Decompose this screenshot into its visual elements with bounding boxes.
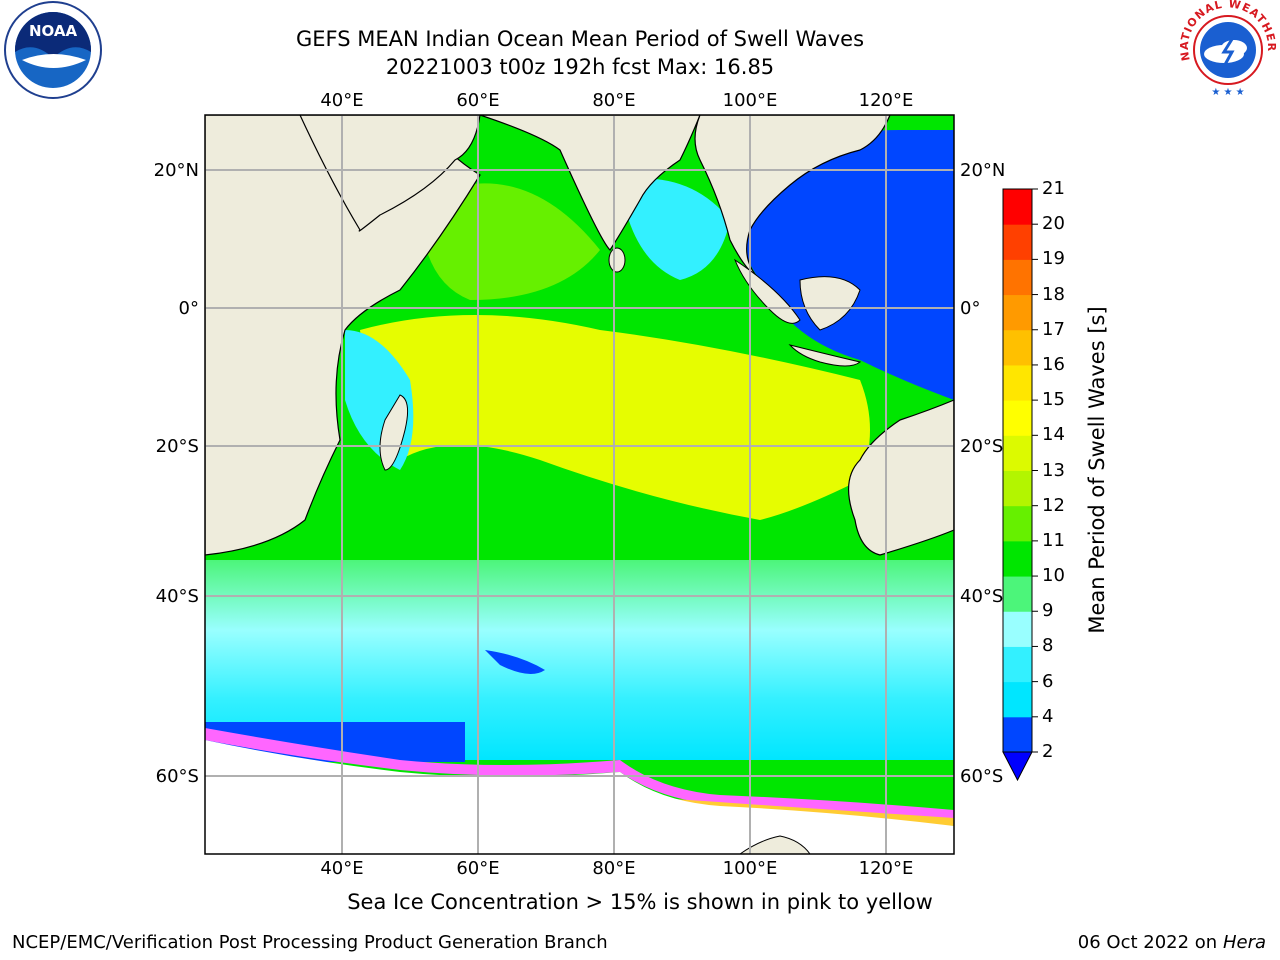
antarctica (205, 740, 954, 854)
colorbar-tick-label: 21 (1042, 178, 1065, 199)
colorbar-segment (1003, 505, 1032, 542)
sea-ice-edge (205, 728, 954, 820)
nws-logo: NATIONAL WEATHER SERVICE ★ ★ ★ (1178, 0, 1277, 98)
colorbar-tick-label: 15 (1042, 389, 1065, 411)
colorbar-segment (1003, 576, 1032, 612)
map-frame (204, 114, 955, 855)
left-latitude-label: 20°S (155, 435, 199, 457)
date-text: 06 Oct 2022 on (1077, 932, 1223, 953)
arabia (299, 115, 481, 232)
colorbar-tick-label: 18 (1042, 283, 1065, 305)
right-latitude-label: 20°S (960, 435, 1004, 457)
colorbar-tick-label: 2 (1042, 741, 1054, 762)
india (479, 115, 701, 251)
australia (847, 399, 954, 556)
colorbar-segment (1003, 224, 1032, 260)
colorbar-tick-label: 9 (1042, 600, 1054, 622)
colorbar-segment (1003, 259, 1032, 296)
right-latitude-label: 40°S (960, 585, 1004, 607)
right-latitude-label: 0° (960, 297, 981, 319)
colorbar-tick-label: 19 (1042, 248, 1065, 270)
green-north-ocean (420, 183, 600, 300)
colorbar-tick-label: 6 (1042, 670, 1054, 692)
colorbar-tick-label: 11 (1042, 529, 1065, 551)
colorbar-segment (1003, 329, 1032, 366)
noaa-logo: NOAA (4, 1, 102, 99)
top-longitude-label: 60°E (456, 89, 500, 111)
madagascar (379, 394, 409, 471)
colorbar-tick-label: 20 (1042, 213, 1065, 235)
left-latitude-label: 0° (178, 297, 199, 319)
map-title: GEFS MEAN Indian Ocean Mean Period of Sw… (295, 27, 865, 51)
sri-lanka (608, 247, 626, 273)
colorbar-tick-label: 12 (1042, 494, 1065, 516)
colorbar-tick-label: 14 (1042, 424, 1065, 446)
svg-text:NOAA: NOAA (29, 22, 78, 40)
bottom-longitude-label: 120°E (858, 857, 914, 879)
producer-credit: NCEP/EMC/Verification Post Processing Pr… (12, 932, 608, 953)
colorbar-segment (1003, 681, 1032, 718)
machine-name: Hera (1222, 932, 1266, 953)
antarctic-coast (739, 835, 811, 854)
left-latitude-label: 60°S (155, 765, 199, 787)
south-china-sea (737, 130, 954, 400)
colorbar-segment (1003, 400, 1032, 436)
colorbar-segment (1003, 540, 1032, 577)
colorbar-segment (1003, 716, 1032, 753)
left-latitude-label: 20°N (153, 159, 199, 181)
colorbar-segment (1003, 611, 1032, 647)
colorbar (1002, 188, 1038, 782)
kerguelen-region (485, 650, 545, 674)
generation-date: 06 Oct 2022 on Hera (1078, 932, 1266, 953)
colorbar-tick-label: 13 (1042, 459, 1065, 481)
colorbar-segment (1003, 435, 1032, 471)
java (788, 344, 862, 367)
colorbar-tick-label: 4 (1042, 705, 1054, 727)
sea-ice-note: Sea Ice Concentration > 15% is shown in … (347, 890, 933, 914)
colorbar-segment (1003, 189, 1032, 225)
colorbar-under-triangle (1002, 751, 1033, 782)
colorbar-tick-label: 16 (1042, 353, 1065, 375)
colorbar-title: Mean Period of Swell Waves [s] (1085, 306, 1109, 634)
colorbar-segment (1003, 646, 1032, 683)
top-longitude-label: 80°E (592, 89, 636, 111)
right-latitude-label: 20°N (960, 159, 1006, 181)
bottom-longitude-label: 100°E (722, 857, 778, 879)
colorbar-segment (1003, 364, 1032, 401)
bay-of-bengal (620, 178, 730, 280)
colorbar-segment (1003, 470, 1032, 507)
colorbar-segment (1003, 294, 1032, 331)
map-subtitle: 20221003 t00z 192h fcst Max: 16.85 (385, 55, 775, 79)
top-longitude-label: 40°E (320, 89, 364, 111)
top-longitude-label: 100°E (722, 89, 778, 111)
colorbar-tick-label: 17 (1042, 318, 1065, 340)
bottom-longitude-label: 60°E (456, 857, 500, 879)
colorbar-tick-label: 10 (1042, 565, 1065, 587)
top-longitude-label: 120°E (858, 89, 914, 111)
gridlines (205, 115, 954, 854)
bottom-longitude-label: 80°E (592, 857, 636, 879)
svg-text:★ ★ ★: ★ ★ ★ (1211, 87, 1244, 98)
left-latitude-label: 40°S (155, 585, 199, 607)
bottom-longitude-label: 40°E (320, 857, 364, 879)
colorbar-tick-label: 8 (1042, 635, 1054, 657)
right-latitude-label: 60°S (960, 765, 1004, 787)
